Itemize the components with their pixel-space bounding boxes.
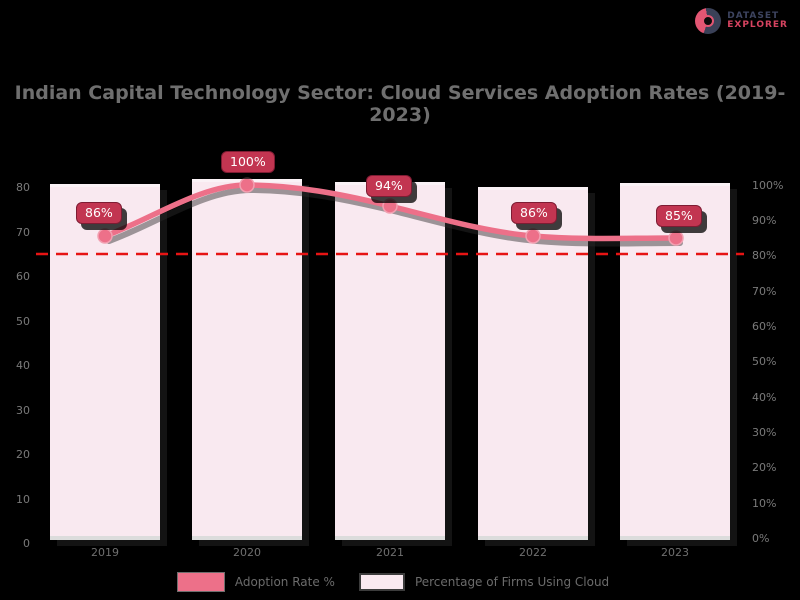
- x-axis-label-2020: 2020: [233, 546, 261, 559]
- bar-2023: [620, 183, 730, 540]
- legend-label-line-series: Adoption Rate %: [234, 575, 335, 589]
- x-axis-label-2019: 2019: [91, 546, 119, 559]
- line-point-2021: [382, 198, 398, 214]
- legend-swatch-line-series: [176, 572, 225, 592]
- brand-line2: EXPLORER: [727, 20, 788, 30]
- right-axis-tick: 40%: [752, 391, 777, 404]
- brand-logo-icon: [695, 8, 722, 34]
- left-axis-tick: 0: [23, 537, 30, 550]
- data-label-2019: 86%: [76, 202, 122, 224]
- right-axis-tick: 30%: [752, 426, 777, 439]
- data-label-2022: 86%: [511, 202, 557, 224]
- right-axis-tick: 90%: [752, 214, 777, 227]
- line-point-2023: [668, 230, 684, 246]
- left-axis-tick: 30: [16, 404, 30, 417]
- chart-legend: Adoption Rate % Percentage of Firms Usin…: [0, 572, 800, 592]
- line-point-2019: [97, 228, 113, 244]
- line-point-2020: [239, 177, 255, 193]
- left-axis-tick: 60: [16, 270, 30, 283]
- data-label-2021: 94%: [366, 175, 412, 197]
- right-axis-tick: 60%: [752, 320, 777, 333]
- right-axis-tick: 50%: [752, 355, 777, 368]
- data-label-2020: 100%: [221, 151, 275, 173]
- x-axis-label-2021: 2021: [376, 546, 404, 559]
- legend-swatch-bar-series: [358, 573, 405, 591]
- right-axis-tick: 70%: [752, 285, 777, 298]
- bar-2020: [192, 179, 302, 540]
- brand-logo-text: DATASET EXPLORER: [727, 10, 788, 31]
- left-axis-tick: 50: [16, 315, 30, 328]
- brand-line1: DATASET: [727, 10, 780, 21]
- data-label-2023: 85%: [656, 205, 702, 227]
- x-axis-label-2023: 2023: [661, 546, 689, 559]
- left-axis-tick: 20: [16, 448, 30, 461]
- left-axis-tick: 80: [16, 181, 30, 194]
- bar-2021: [335, 182, 445, 540]
- right-axis-tick: 20%: [752, 461, 777, 474]
- x-axis-label-2022: 2022: [519, 546, 547, 559]
- bar-2022: [478, 187, 588, 540]
- brand-logo: DATASET EXPLORER: [695, 8, 788, 34]
- right-axis-tick: 10%: [752, 497, 777, 510]
- line-point-2022: [525, 228, 541, 244]
- chart-title: Indian Capital Technology Sector: Cloud …: [14, 82, 786, 126]
- right-axis-tick: 0%: [752, 532, 770, 545]
- left-axis-tick: 10: [16, 493, 30, 506]
- right-axis-tick: 80%: [752, 249, 777, 262]
- legend-label-bar-series: Percentage of Firms Using Cloud: [414, 575, 610, 589]
- right-axis-tick: 100%: [752, 179, 784, 192]
- left-axis-tick: 70: [16, 226, 30, 239]
- left-axis-tick: 40: [16, 359, 30, 372]
